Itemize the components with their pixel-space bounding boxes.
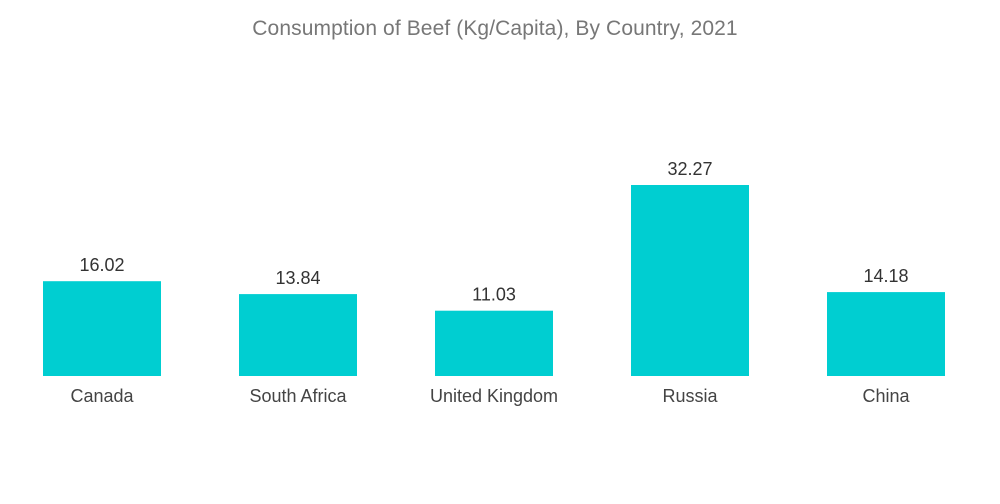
x-tick-label: Russia xyxy=(662,386,718,406)
x-tick-label: South Africa xyxy=(249,386,347,406)
x-tick-label: Canada xyxy=(70,386,134,406)
bar-china xyxy=(827,292,945,376)
bar-value-label: 16.02 xyxy=(79,255,124,275)
value-labels-group: 16.02 13.84 11.03 32.27 14.18 xyxy=(79,159,908,305)
chart-title: Consumption of Beef (Kg/Capita), By Coun… xyxy=(252,17,738,40)
x-tick-label: United Kingdom xyxy=(430,386,558,406)
bar-russia xyxy=(631,185,749,376)
bar-value-label: 32.27 xyxy=(667,159,712,179)
bar-value-label: 13.84 xyxy=(275,268,320,288)
x-axis-tick-labels: Canada South Africa United Kingdom Russia Ch… xyxy=(70,386,910,406)
bar-value-label: 14.18 xyxy=(863,266,908,286)
bar-south-africa xyxy=(239,294,357,376)
bar-value-label: 11.03 xyxy=(472,285,516,305)
bar-canada xyxy=(43,281,161,376)
bars-group xyxy=(43,185,945,376)
bar-united-kingdom xyxy=(435,310,553,376)
x-tick-label: China xyxy=(862,386,910,406)
